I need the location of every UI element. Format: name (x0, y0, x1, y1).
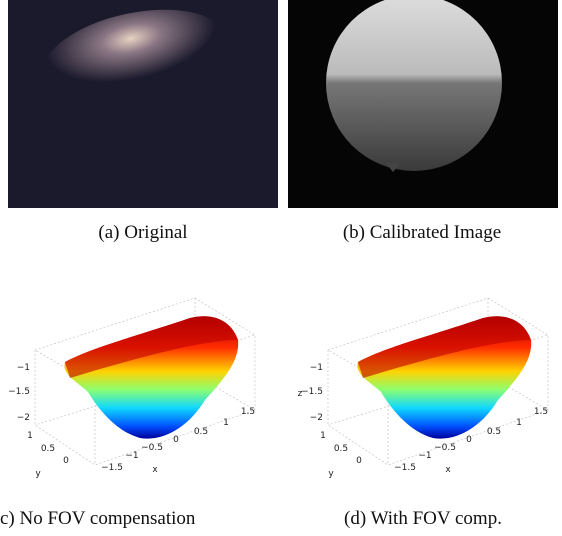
calibrated-sphere (326, 0, 502, 171)
x-tick-label: −1.5 (101, 463, 123, 473)
x-tick-label: 1.5 (241, 407, 255, 417)
z-tick-label: −2 (310, 413, 323, 423)
y-tick-label: 0 (356, 456, 362, 466)
x-tick-label: 0 (466, 435, 472, 445)
y-axis-label: y (328, 469, 334, 479)
z-axis-label: z (298, 389, 303, 399)
x-tick-label: 0.5 (194, 427, 208, 437)
y-tick-label: 1 (320, 431, 326, 441)
x-axis-label: x (152, 465, 158, 475)
x-tick-label: 0.5 (487, 427, 501, 437)
x-tick-label: −1 (418, 451, 431, 461)
x-tick-label: −0.5 (434, 443, 456, 453)
figure: (a) Original (b) Calibrated Image c) No … (0, 0, 562, 536)
x-tick-label: 0 (173, 435, 179, 445)
caption: (d) With FOV comp. (344, 508, 502, 529)
caption: c) No FOV compensation (0, 508, 196, 529)
x-tick-label: −1 (125, 451, 138, 461)
x-axis-label: x (445, 465, 451, 475)
caption: (b) Calibrated Image (343, 222, 501, 243)
z-tick-label: −1.5 (301, 387, 323, 397)
x-tick-label: −0.5 (141, 443, 163, 453)
x-tick-label: 1 (223, 418, 229, 428)
page: {"panels": [ {"caption": "(a) Original"}… (0, 0, 562, 536)
x-tick-label: 1 (516, 418, 522, 428)
z-tick-label: −1 (17, 363, 30, 373)
y-tick-label: 0 (63, 456, 69, 466)
y-tick-label: 0.5 (41, 444, 55, 454)
z-tick-label: −1.5 (8, 387, 30, 397)
caption: (a) Original (98, 222, 187, 243)
x-tick-label: −1.5 (394, 463, 416, 473)
z-tick-label: −2 (17, 413, 30, 423)
y-tick-label: 1 (27, 431, 33, 441)
x-tick-label: 1.5 (534, 407, 548, 417)
y-tick-label: 0.5 (334, 444, 348, 454)
z-tick-label: −1 (310, 363, 323, 373)
y-axis-label: y (35, 469, 41, 479)
